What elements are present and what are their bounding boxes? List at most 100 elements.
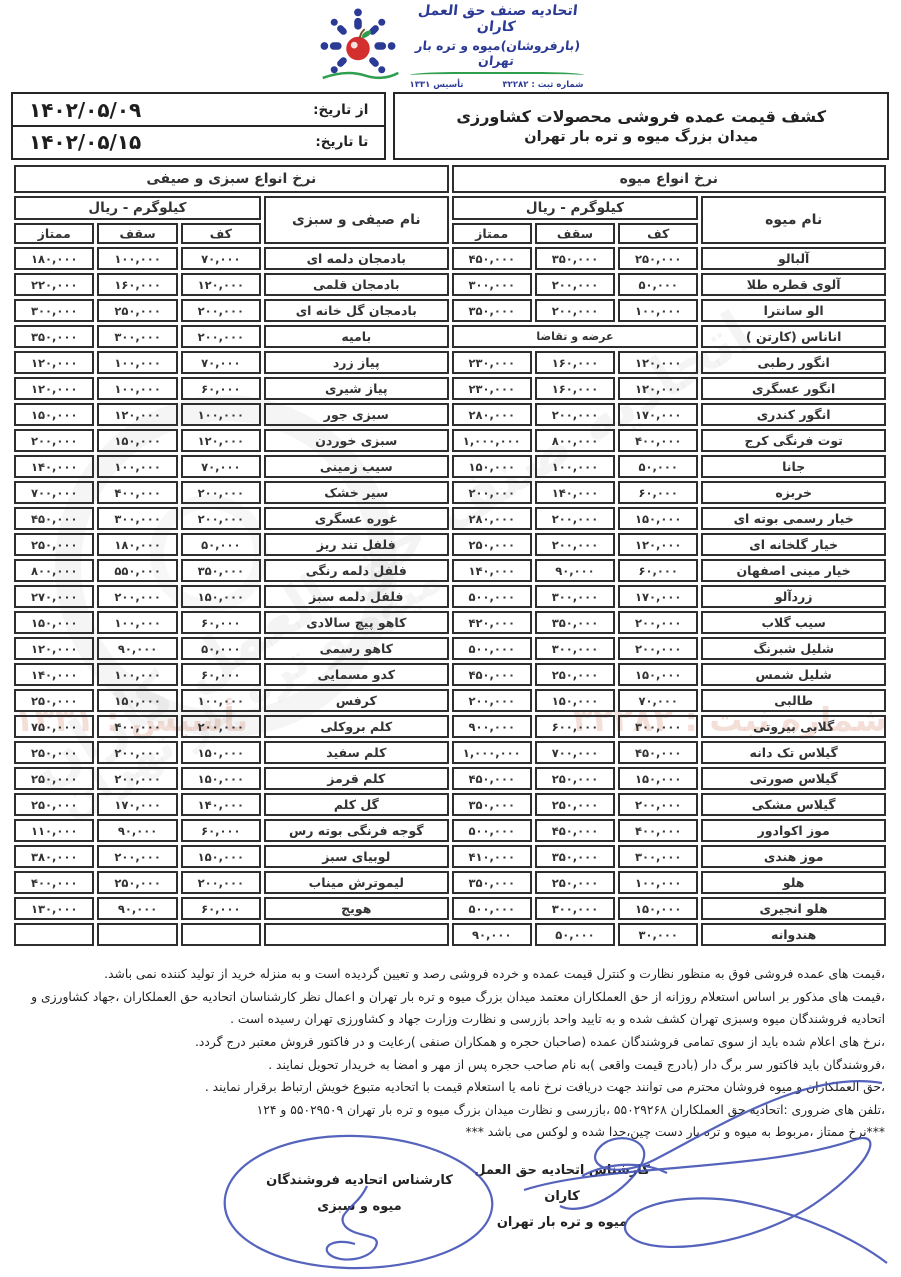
veg-floor-cell: ۲۰۰,۰۰۰ [180, 481, 261, 504]
price-row: خیار گلخانه ای ۱۲۰,۰۰۰ ۲۰۰,۰۰۰ ۲۵۰,۰۰۰ فلفل … [14, 533, 886, 556]
empty-cell [97, 923, 178, 946]
fruit-premium-cell: ۳۵۰,۰۰۰ [451, 299, 532, 322]
veg-ceiling-cell: ۲۰۰,۰۰۰ [97, 845, 178, 868]
fruit-premium-cell: ۲۰۰,۰۰۰ [451, 689, 532, 712]
fruit-ceiling-cell: ۶۰۰,۰۰۰ [534, 715, 616, 738]
supply-demand-cell: عرضه و تقاضا [451, 325, 699, 348]
veg-premium-cell: ۷۰۰,۰۰۰ [14, 481, 95, 504]
fruit-floor-cell: ۱۵۰,۰۰۰ [618, 663, 699, 686]
fruit-ceiling-cell: ۱۴۰,۰۰۰ [534, 481, 616, 504]
veg-premium-cell: ۴۵۰,۰۰۰ [14, 507, 95, 530]
fruit-name-cell: آلبالو [701, 247, 886, 270]
fruit-premium-cell: ۵۰۰,۰۰۰ [451, 897, 532, 920]
fruit-name-cell: سیب گلاب [701, 611, 886, 634]
veg-floor-cell: ۱۵۰,۰۰۰ [180, 585, 261, 608]
fruit-premium-cell: ۵۰۰,۰۰۰ [451, 637, 532, 660]
document-header: کشف قیمت عمده فروشی محصولات کشاورزی میدا… [11, 92, 889, 160]
veg-floor-cell: ۶۰,۰۰۰ [180, 819, 261, 842]
price-row: جانا ۵۰,۰۰۰ ۱۰۰,۰۰۰ ۱۵۰,۰۰۰ سیب زمینی ۷۰,۰۰۰ ۱… [14, 455, 886, 478]
fruit-floor-cell: ۱۲۰,۰۰۰ [618, 377, 699, 400]
fruit-floor-cell: ۲۰۰,۰۰۰ [618, 793, 699, 816]
fruit-ceiling-cell: ۲۰۰,۰۰۰ [534, 403, 616, 426]
veg-name-cell: فلفل تند ریز [263, 533, 449, 556]
veg-name-cell: لیموترش میناب [263, 871, 449, 894]
fruit-name-cell: طالبی [701, 689, 886, 712]
report-title-line2: میدان بزرگ میوه و تره بار تهران [524, 129, 759, 145]
veg-floor-cell: ۲۰۰,۰۰۰ [180, 715, 261, 738]
veg-premium-cell: ۷۵۰,۰۰۰ [14, 715, 95, 738]
note-line: ***نرخ ممتاز ،مربوط به میوه و تره بار دس… [465, 1125, 885, 1140]
veg-name-cell: سیب زمینی [263, 455, 449, 478]
veg-premium-cell: ۲۰۰,۰۰۰ [14, 429, 95, 452]
veg-ceiling-cell: ۱۰۰,۰۰۰ [97, 377, 178, 400]
veg-premium-cell: ۲۷۰,۰۰۰ [14, 585, 95, 608]
veg-name-cell: بادمجان قلمی [263, 273, 449, 296]
fruit-ceiling-cell: ۲۵۰,۰۰۰ [534, 767, 616, 790]
fruit-floor-cell: ۳۰,۰۰۰ [618, 923, 699, 946]
veg-ceiling-header: سقف [97, 223, 178, 244]
fruit-name-cell: گیلاس تک دانه [701, 741, 886, 764]
fruit-name-cell: زردآلو [701, 585, 886, 608]
veg-ceiling-cell: ۱۰۰,۰۰۰ [97, 247, 178, 270]
price-table: نرخ انواع میوه نرخ انواع سبزی و صیفی نام… [11, 162, 889, 949]
fruit-premium-cell: ۴۵۰,۰۰۰ [451, 247, 532, 270]
price-row: زردآلو ۱۷۰,۰۰۰ ۳۰۰,۰۰۰ ۵۰۰,۰۰۰ فلفل دلمه سبز… [14, 585, 886, 608]
veg-floor-cell: ۶۰,۰۰۰ [180, 611, 261, 634]
veg-name-cell: گوجه فرنگی بوته رس [263, 819, 449, 842]
veg-premium-cell: ۲۵۰,۰۰۰ [14, 689, 95, 712]
signature-right-title: کارشناس اتحادیه حق العمل کاران میوه و تر… [462, 1158, 662, 1236]
veg-premium-cell: ۳۵۰,۰۰۰ [14, 325, 95, 348]
fruit-ceiling-cell: ۴۵۰,۰۰۰ [534, 819, 616, 842]
fruit-premium-cell: ۴۱۰,۰۰۰ [451, 845, 532, 868]
green-swoosh [321, 71, 399, 80]
union-logo-emblem [320, 8, 399, 80]
veg-ceiling-cell: ۱۲۰,۰۰۰ [97, 403, 178, 426]
fruit-premium-cell: ۲۰۰,۰۰۰ [451, 481, 532, 504]
fruit-floor-cell: ۷۰,۰۰۰ [618, 689, 699, 712]
fruit-floor-cell: ۲۰۰,۰۰۰ [618, 611, 699, 634]
fruit-floor-cell: ۱۵۰,۰۰۰ [618, 767, 699, 790]
veg-name-cell: سیر خشک [263, 481, 449, 504]
signature-left-line2: میوه و سبزی [317, 1199, 402, 1214]
veg-ceiling-cell: ۴۰۰,۰۰۰ [97, 481, 178, 504]
union-name-line1: اتحادیه صنف حق العمل کاران [416, 2, 578, 35]
veg-ceiling-cell: ۱۸۰,۰۰۰ [97, 533, 178, 556]
veg-ceiling-cell: ۱۶۰,۰۰۰ [97, 273, 178, 296]
fruit-premium-cell: ۲۵۰,۰۰۰ [451, 533, 532, 556]
veg-premium-cell: ۴۰۰,۰۰۰ [14, 871, 95, 894]
fruit-floor-cell: ۵۰,۰۰۰ [618, 455, 699, 478]
veg-ceiling-cell: ۲۵۰,۰۰۰ [97, 299, 178, 322]
veg-floor-cell: ۷۰,۰۰۰ [180, 351, 261, 374]
report-title-box: کشف قیمت عمده فروشی محصولات کشاورزی میدا… [393, 92, 889, 160]
fruit-ceiling-cell: ۲۰۰,۰۰۰ [534, 507, 616, 530]
fruit-floor-cell: ۱۰۰,۰۰۰ [618, 871, 699, 894]
veg-premium-cell: ۸۰۰,۰۰۰ [14, 559, 95, 582]
veg-ceiling-cell: ۱۰۰,۰۰۰ [97, 611, 178, 634]
price-row: خیار رسمی بوته ای ۱۵۰,۰۰۰ ۲۰۰,۰۰۰ ۲۸۰,۰۰۰ غو… [14, 507, 886, 530]
note-line: ،قیمت های مذکور بر اساس استعلام روزانه ا… [31, 989, 885, 1027]
fruit-premium-cell: ۱۵۰,۰۰۰ [451, 455, 532, 478]
note-line: ،قیمت های عمده فروشی فوق به منظور نظارت … [104, 967, 885, 981]
fruit-name-cell: انگور رطبی [701, 351, 886, 374]
note-line: ،تلفن های ضروری :اتحادیه حق العملکاران ۵… [256, 1102, 885, 1117]
price-row: آلبالو ۲۵۰,۰۰۰ ۳۵۰,۰۰۰ ۴۵۰,۰۰۰ بادمجان دلمه … [14, 247, 886, 270]
veg-premium-cell: ۲۵۰,۰۰۰ [14, 741, 95, 764]
price-row: موز هندی ۳۰۰,۰۰۰ ۳۵۰,۰۰۰ ۴۱۰,۰۰۰ لوبیای سبز ۱… [14, 845, 886, 868]
fruit-name-cell: خیار مینی اصفهان [701, 559, 886, 582]
logo-founded-year: تأسیس ۱۳۳۱ [409, 79, 464, 90]
note-line: ،فروشندگان باید فاکتور سر برگ دار (بادرج… [268, 1057, 885, 1072]
veg-floor-cell: ۵۰,۰۰۰ [180, 533, 261, 556]
price-rows: آلبالو ۲۵۰,۰۰۰ ۳۵۰,۰۰۰ ۴۵۰,۰۰۰ بادمجان دلمه … [14, 247, 886, 946]
price-row: هلو ۱۰۰,۰۰۰ ۲۵۰,۰۰۰ ۳۵۰,۰۰۰ لیموترش میناب ۲۰۰… [14, 871, 886, 894]
price-row: انگور عسگری ۱۲۰,۰۰۰ ۱۶۰,۰۰۰ ۲۳۰,۰۰۰ پیاز شیر… [14, 377, 886, 400]
fruit-ceiling-cell: ۲۵۰,۰۰۰ [534, 793, 616, 816]
price-row: گلابی بیروتی ۳۰۰,۰۰۰ ۶۰۰,۰۰۰ ۹۰۰,۰۰۰ کلم برو… [14, 715, 886, 738]
signature-right-line2: میوه و تره بار تهران [496, 1215, 628, 1230]
veg-name-cell: فلفل دلمه سبز [263, 585, 449, 608]
fruit-ceiling-cell: ۱۰۰,۰۰۰ [534, 455, 616, 478]
fruit-name-cell: گیلاس مشکی [701, 793, 886, 816]
fruit-name-cell: موز هندی [701, 845, 886, 868]
veg-name-cell: بامیه [263, 325, 449, 348]
fruit-premium-cell: ۵۰۰,۰۰۰ [451, 585, 532, 608]
veg-ceiling-cell: ۴۰۰,۰۰۰ [97, 715, 178, 738]
